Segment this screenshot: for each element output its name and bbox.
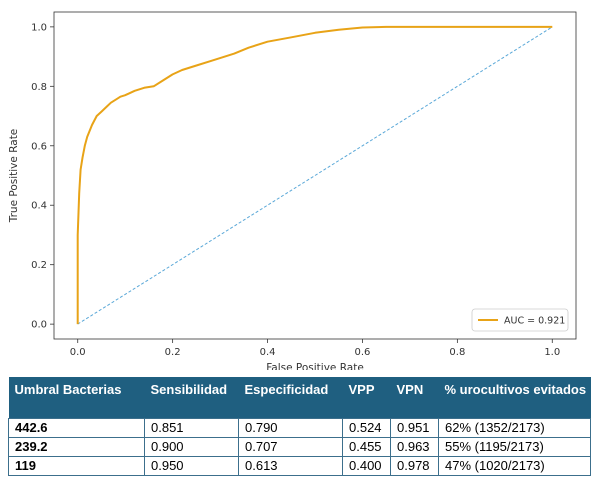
header-umbral: Umbral Bacterias — [8, 377, 145, 419]
x-axis-label: False Positive Rate — [266, 362, 364, 370]
cell-vpp: 0.400 — [342, 456, 391, 476]
x-tick-label: 0.4 — [260, 347, 276, 358]
table-row: 442.6 0.851 0.790 0.524 0.951 62% (1352/… — [8, 418, 591, 438]
cell-vpp: 0.455 — [342, 437, 391, 457]
cell-urocultivos: 47% (1020/2173) — [438, 456, 591, 476]
chance-diagonal-line — [77, 26, 553, 325]
cell-urocultivos: 62% (1352/2173) — [438, 418, 591, 438]
cell-vpn: 0.978 — [390, 456, 439, 476]
table-row: 239.2 0.900 0.707 0.455 0.963 55% (1195/… — [8, 437, 591, 457]
legend-box — [471, 308, 569, 332]
cell-vpn: 0.963 — [390, 437, 439, 457]
y-tick-label: 0.8 — [31, 82, 47, 93]
roc-curve-line — [76, 25, 553, 325]
x-tick-label: 0.8 — [449, 347, 465, 358]
cell-especificidad: 0.613 — [238, 456, 343, 476]
cell-especificidad: 0.790 — [238, 418, 343, 438]
header-sensibilidad: Sensibilidad — [144, 377, 239, 419]
header-especificidad: Especificidad — [238, 377, 343, 419]
x-tick-label: 0.2 — [165, 347, 181, 358]
header-vpn: VPN — [390, 377, 439, 419]
y-tick-label: 0.6 — [31, 141, 47, 152]
header-vpp: VPP — [342, 377, 391, 419]
x-tick-label: 1.0 — [544, 347, 560, 358]
y-tick-label: 0.0 — [31, 320, 47, 331]
legend-label: AUC = 0.921 — [504, 316, 565, 327]
roc-chart: 0.0 0.2 0.4 0.6 0.8 1.0 0.0 0.2 0.4 0.6 0.8 1.0 Fals… — [8, 11, 577, 370]
cell-umbral: 119 — [8, 456, 145, 476]
cell-vpn: 0.951 — [390, 418, 439, 438]
header-urocultivos: % urocultivos evitados — [438, 377, 591, 419]
cell-sensibilidad: 0.900 — [144, 437, 239, 457]
plot-frame — [53, 11, 577, 340]
y-tick-label: 0.2 — [31, 260, 47, 271]
cell-vpp: 0.524 — [342, 418, 391, 438]
y-tick-label: 0.4 — [31, 201, 47, 212]
table-header-row: Umbral Bacterias Sensibilidad Especifici… — [8, 377, 591, 419]
cell-sensibilidad: 0.950 — [144, 456, 239, 476]
cell-umbral: 239.2 — [8, 437, 145, 457]
cell-umbral: 442.6 — [8, 418, 145, 438]
table-row: 119 0.950 0.613 0.400 0.978 47% (1020/21… — [8, 456, 591, 476]
x-tick-label: 0.6 — [355, 347, 371, 358]
y-tick-label: 1.0 — [31, 22, 47, 33]
results-table: Umbral Bacterias Sensibilidad Especifici… — [8, 377, 591, 476]
cell-urocultivos: 55% (1195/2173) — [438, 437, 591, 457]
y-axis-label: True Positive Rate — [8, 129, 20, 224]
cell-especificidad: 0.707 — [238, 437, 343, 457]
cell-sensibilidad: 0.851 — [144, 418, 239, 438]
x-tick-label: 0.0 — [70, 347, 86, 358]
